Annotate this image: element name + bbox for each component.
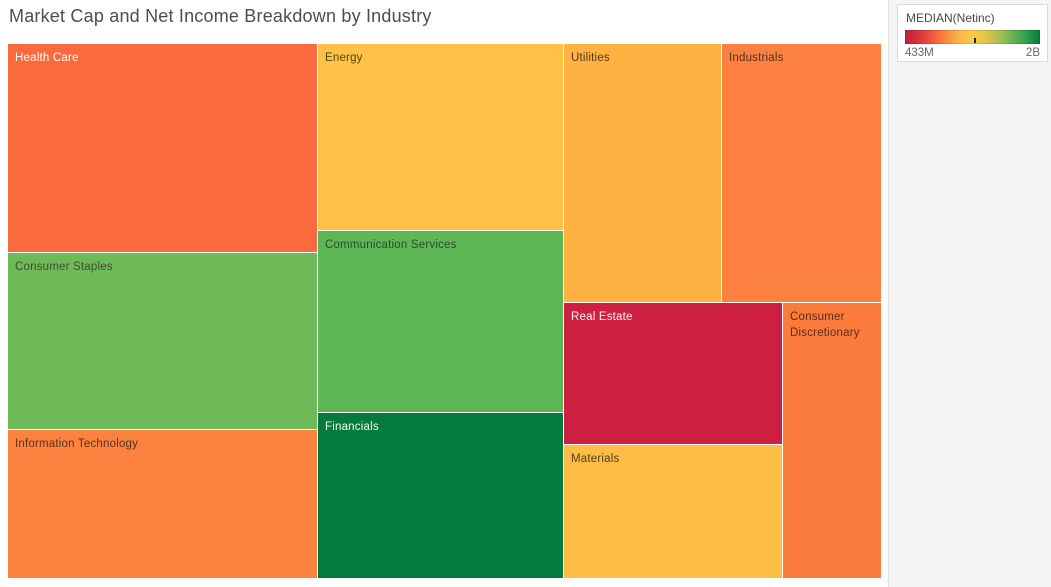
legend-scale-labels: 433M 2B [898, 44, 1047, 59]
treemap-tile-materials[interactable]: Materials [564, 445, 782, 578]
treemap-tile-utilities[interactable]: Utilities [564, 44, 721, 302]
legend-max-label: 2B [1025, 47, 1040, 59]
treemap-tile-real-estate[interactable]: Real Estate [564, 303, 782, 444]
treemap-tile-information-technology[interactable]: Information Technology [8, 430, 317, 578]
tile-label-health-care: Health Care [15, 52, 79, 64]
treemap-tile-consumer-staples[interactable]: Consumer Staples [8, 253, 317, 429]
tile-label-consumer-discretionary: Consumer Discretionary [790, 311, 860, 340]
legend-gradient-bar [905, 30, 1040, 44]
tile-label-real-estate: Real Estate [571, 311, 633, 323]
page-title: Market Cap and Net Income Breakdown by I… [9, 6, 432, 26]
tile-label-materials: Materials [571, 453, 620, 465]
tile-label-industrials: Industrials [729, 52, 784, 64]
tile-label-energy: Energy [325, 52, 363, 64]
tile-label-utilities: Utilities [571, 52, 610, 64]
tile-label-financials: Financials [325, 421, 379, 433]
legend-min-label: 433M [905, 47, 934, 59]
tile-label-communication-services: Communication Services [325, 239, 457, 251]
tile-label-consumer-staples: Consumer Staples [15, 261, 113, 273]
treemap-chart: Health Care Consumer Staples Information… [8, 44, 881, 578]
color-legend-card[interactable]: MEDIAN(Netinc) 433M 2B [897, 4, 1048, 62]
legend-panel: MEDIAN(Netinc) 433M 2B [888, 0, 1051, 587]
treemap-tile-industrials[interactable]: Industrials [722, 44, 881, 302]
legend-tick-mark [974, 38, 977, 43]
treemap-tile-financials[interactable]: Financials [318, 413, 563, 578]
treemap-tile-communication-services[interactable]: Communication Services [318, 231, 563, 412]
legend-title: MEDIAN(Netinc) [906, 11, 995, 25]
treemap-tile-health-care[interactable]: Health Care [8, 44, 317, 252]
treemap-tile-energy[interactable]: Energy [318, 44, 563, 230]
treemap-tile-consumer-discretionary[interactable]: Consumer Discretionary [783, 303, 881, 578]
tile-label-information-technology: Information Technology [15, 438, 139, 450]
